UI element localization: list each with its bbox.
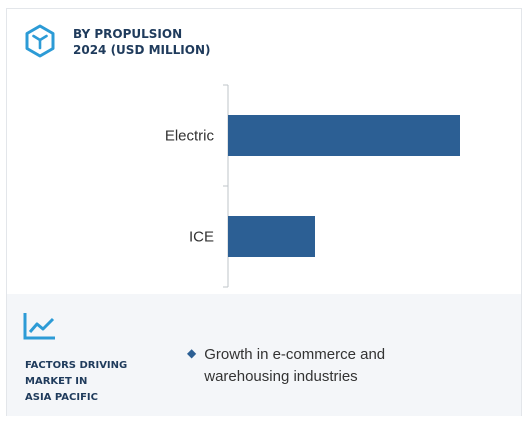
factor-bullet: ◆ Growth in e-commerce and warehousing i… — [187, 344, 414, 388]
chart-title: BY PROPULSION 2024 (USD MILLION) — [73, 26, 210, 58]
factor-bullet-text: Growth in e-commerce and warehousing ind… — [204, 346, 386, 385]
factors-panel: FACTORS DRIVING MARKET IN ASIA PACIFIC ◆… — [7, 294, 521, 416]
factors-title: FACTORS DRIVING MARKET IN ASIA PACIFIC — [25, 358, 127, 406]
chart-header: BY PROPULSION 2024 (USD MILLION) — [23, 24, 210, 58]
bar-ice — [228, 216, 315, 257]
factors-title-line-2: MARKET IN — [25, 376, 88, 387]
diamond-bullet-icon: ◆ — [187, 346, 197, 360]
factors-title-line-1: FACTORS DRIVING — [25, 360, 128, 371]
chart-title-line-2: 2024 (USD MILLION) — [73, 43, 211, 57]
category-label-electric: Electric — [165, 128, 215, 145]
category-label-ice: ICE — [189, 229, 214, 246]
chart-title-line-1: BY PROPULSION — [73, 27, 183, 41]
bar-chart: Electric ICE — [165, 84, 460, 288]
trend-line-icon — [23, 313, 55, 340]
chart-card: BY PROPULSION 2024 (USD MILLION) Electri… — [6, 8, 522, 416]
cube-hexagon-icon — [25, 24, 55, 58]
factors-title-line-3: ASIA PACIFIC — [25, 392, 98, 403]
bar-electric — [228, 115, 460, 156]
